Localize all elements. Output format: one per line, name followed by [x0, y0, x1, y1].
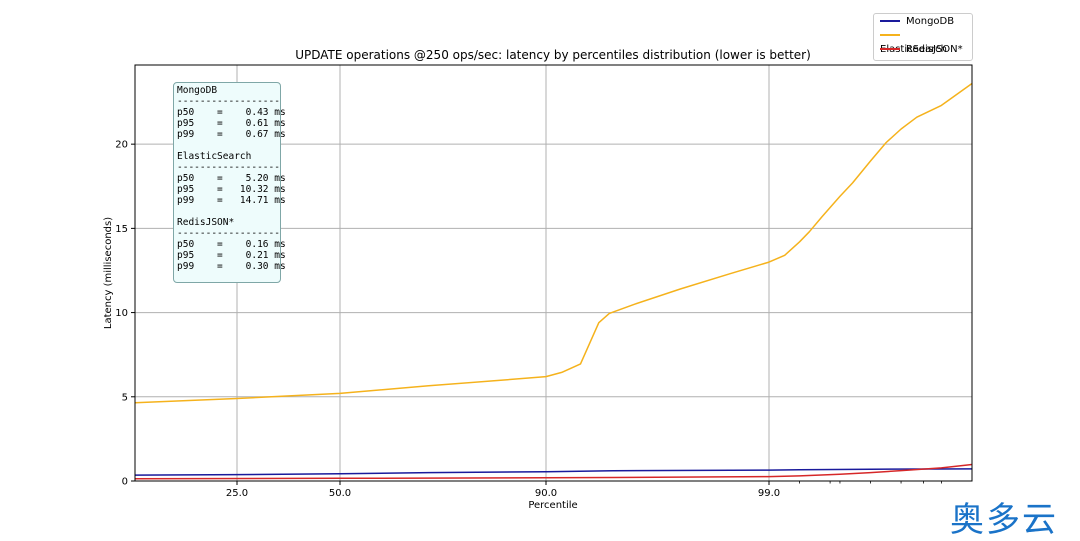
- legend-item-redisjson: RedisJSON*: [880, 43, 963, 57]
- y-tick-label: 15: [115, 224, 128, 235]
- x-tick-label: 50.0: [329, 488, 351, 499]
- chart-title: UPDATE operations @250 ops/sec: latency …: [295, 48, 811, 62]
- series-line-mongodb: [134, 468, 973, 476]
- y-axis-label: Latency (milliseconds): [103, 217, 114, 329]
- legend-swatch-elasticsearch: [880, 34, 900, 36]
- legend-label-elasticsearch: ElasticSearch: [880, 44, 947, 55]
- chart-legend: MongoDB ElasticSearch RedisJSON*: [873, 13, 973, 61]
- y-tick-label: 10: [115, 308, 128, 319]
- y-tick-label: 20: [115, 140, 128, 151]
- x-tick-label: 25.0: [226, 488, 248, 499]
- legend-label-mongodb: MongoDB: [906, 16, 955, 27]
- percentile-stats-box: MongoDB ------------------ p50 = 0.43 ms…: [173, 82, 286, 283]
- legend-swatch-mongodb: [880, 20, 900, 22]
- watermark-logo: 奥多云: [950, 500, 1058, 540]
- x-axis-label: Percentile: [528, 500, 577, 511]
- y-tick-label: 0: [122, 477, 128, 488]
- series-lines: [134, 82, 973, 480]
- x-tick-label: 99.0: [758, 488, 780, 499]
- y-tick-label: 5: [122, 392, 128, 403]
- plot-frame: [134, 64, 973, 482]
- series-line-elasticsearch: [134, 82, 973, 404]
- x-tick-label: 90.0: [535, 488, 557, 499]
- legend-item-elasticsearch: ElasticSearch: [880, 29, 972, 55]
- legend-label-redisjson: RedisJSON*: [906, 44, 963, 55]
- legend-swatch-redisjson: [880, 48, 900, 50]
- series-line-redisjson: [134, 463, 973, 480]
- legend-item-mongodb: MongoDB: [880, 15, 954, 29]
- axis-ticks: 25.0 50.0 90.0 99.0 0 5 10 15 20: [115, 140, 942, 499]
